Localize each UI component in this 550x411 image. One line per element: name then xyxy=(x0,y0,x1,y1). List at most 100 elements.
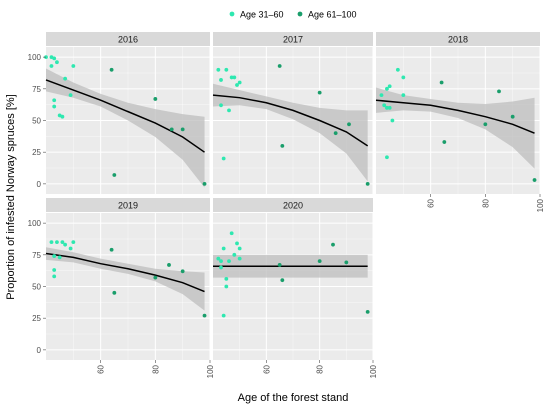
data-point-age-31-60 xyxy=(71,64,76,68)
data-point-age-31-60 xyxy=(216,256,221,261)
data-point-age-31-60 xyxy=(219,103,223,108)
data-point-age-61-100 xyxy=(112,173,117,177)
y-tick-label: 0 xyxy=(37,346,42,355)
data-point-age-31-60 xyxy=(385,155,389,160)
facet-2020: 2020 60 80 100 xyxy=(213,198,378,378)
data-point-age-31-60 xyxy=(216,67,221,72)
x-tick-label: 60 xyxy=(97,364,106,373)
data-point-age-31-60 xyxy=(49,240,54,245)
y-tick-label: 0 xyxy=(37,180,42,189)
data-point-age-31-60 xyxy=(390,118,395,123)
data-point-age-31-60 xyxy=(229,231,234,236)
facet-2017: 2017 xyxy=(212,32,374,194)
data-point-age-61-100 xyxy=(277,263,282,267)
data-point-age-31-60 xyxy=(385,105,389,110)
data-point-age-61-100 xyxy=(439,80,444,85)
data-point-age-31-60 xyxy=(55,240,59,245)
data-point-age-31-60 xyxy=(382,103,387,108)
data-point-age-61-100 xyxy=(344,260,349,265)
y-tick-label: 75 xyxy=(32,85,41,94)
data-point-age-31-60 xyxy=(221,246,226,251)
y-tick-label: 25 xyxy=(32,148,41,157)
data-point-age-31-60 xyxy=(232,75,237,80)
data-point-age-31-60 xyxy=(232,252,237,257)
data-point-age-61-100 xyxy=(483,122,488,127)
facet-strip xyxy=(213,198,373,212)
y-tick-label: 75 xyxy=(32,251,41,260)
x-tick-label: 100 xyxy=(206,364,215,378)
data-point-age-31-60 xyxy=(63,242,68,247)
data-point-age-61-100 xyxy=(112,290,117,295)
facet-strip-label: 2018 xyxy=(448,35,468,45)
facet-strip-label: 2017 xyxy=(283,35,303,45)
data-point-age-31-60 xyxy=(224,276,229,281)
legend: Age 31–60 Age 61–100 xyxy=(229,10,357,20)
data-point-age-31-60 xyxy=(395,67,400,72)
facet-strip xyxy=(46,198,210,212)
data-point-age-31-60 xyxy=(52,98,57,103)
data-point-age-61-100 xyxy=(347,122,351,127)
legend-key-age-31-60 xyxy=(229,11,235,17)
data-point-age-31-60 xyxy=(49,64,54,68)
data-point-age-31-60 xyxy=(401,93,406,98)
data-point-age-61-100 xyxy=(202,181,207,186)
regression-line xyxy=(212,94,369,147)
y-tick-label: 50 xyxy=(32,283,41,292)
x-tick-label: 80 xyxy=(481,198,490,207)
data-point-age-31-60 xyxy=(63,76,68,81)
x-tick-label: 80 xyxy=(316,364,325,373)
data-point-age-31-60 xyxy=(71,240,76,245)
data-point-age-61-100 xyxy=(167,263,171,267)
data-point-age-31-60 xyxy=(52,274,57,279)
data-point-age-31-60 xyxy=(55,60,59,65)
data-point-age-31-60 xyxy=(237,80,242,85)
data-point-age-61-100 xyxy=(202,313,207,318)
data-point-age-31-60 xyxy=(68,93,73,98)
data-point-age-31-60 xyxy=(227,108,231,113)
facet-strip xyxy=(46,32,210,46)
x-tick-label: 100 xyxy=(369,364,378,378)
data-point-age-31-60 xyxy=(224,284,229,289)
data-point-age-31-60 xyxy=(57,255,62,260)
legend-label: Age 61–100 xyxy=(308,10,357,20)
data-point-age-61-100 xyxy=(365,181,370,186)
data-point-age-31-60 xyxy=(385,86,389,91)
data-point-age-31-60 xyxy=(60,114,65,119)
data-point-age-31-60 xyxy=(219,259,223,264)
data-point-age-61-100 xyxy=(280,278,285,283)
data-point-age-31-60 xyxy=(52,104,57,109)
data-point-age-61-100 xyxy=(442,140,447,144)
data-point-age-31-60 xyxy=(52,268,57,272)
data-point-age-61-100 xyxy=(333,131,338,136)
legend-item: Age 61–100 xyxy=(297,10,357,20)
facet-2019: 2019 0 25 50 75 100 60 80 100 xyxy=(28,198,215,378)
x-tick-label: 60 xyxy=(427,198,436,207)
y-tick-label: 100 xyxy=(28,53,42,62)
regression-line xyxy=(45,79,205,153)
confidence-band xyxy=(376,87,535,169)
data-point-age-31-60 xyxy=(387,105,392,110)
data-point-age-61-100 xyxy=(180,269,185,274)
data-point-age-31-60 xyxy=(235,83,239,87)
x-axis-title: Age of the forest stand xyxy=(238,392,349,404)
data-point-age-61-100 xyxy=(365,309,370,314)
data-point-age-31-60 xyxy=(237,246,242,251)
data-point-age-31-60 xyxy=(52,254,57,258)
data-point-age-61-100 xyxy=(180,127,185,132)
data-point-age-31-60 xyxy=(68,246,73,251)
x-tick-label: 60 xyxy=(262,364,271,373)
data-point-age-61-100 xyxy=(280,143,285,148)
data-point-age-31-60 xyxy=(379,93,384,98)
data-point-age-31-60 xyxy=(235,241,239,246)
facet-strip-label: 2019 xyxy=(118,201,138,211)
y-tick-label: 100 xyxy=(28,219,42,228)
data-point-age-61-100 xyxy=(153,97,158,101)
data-point-age-31-60 xyxy=(224,67,229,72)
facet-2018: 2018 60 80 100 xyxy=(375,32,545,212)
data-point-age-31-60 xyxy=(227,259,231,264)
legend-key-age-61-100 xyxy=(297,11,303,17)
data-point-age-31-60 xyxy=(387,84,392,89)
data-point-age-61-100 xyxy=(510,114,515,119)
